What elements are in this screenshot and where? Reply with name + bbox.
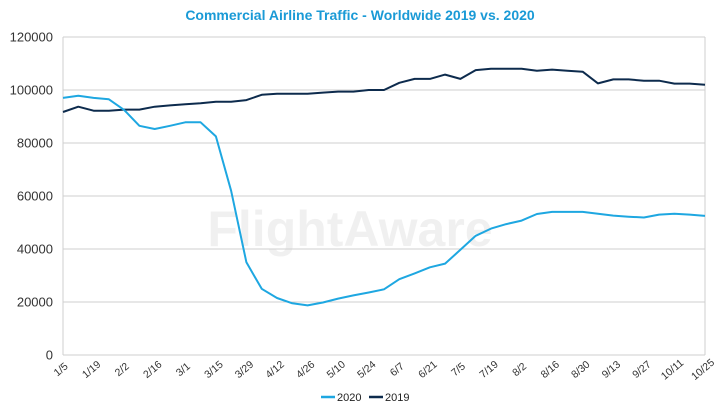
x-tick-label: 8/16: [539, 358, 562, 380]
x-tick-label: 3/29: [233, 358, 256, 380]
watermark-logo-text: FlightAware: [207, 201, 492, 257]
x-tick-label: 1/19: [80, 358, 103, 380]
y-tick-label: 60000: [17, 189, 53, 204]
x-tick-label: 5/10: [325, 358, 348, 380]
legend-label-2020: 2020: [337, 392, 361, 404]
x-tick-label: 10/25: [689, 357, 717, 383]
x-tick-label: 3/15: [202, 358, 225, 380]
x-tick-label: 2/16: [141, 358, 164, 380]
x-tick-label: 7/5: [449, 360, 468, 379]
y-tick-label: 20000: [17, 295, 53, 310]
x-axis: 1/5 1/19 2/2 2/16 3/1 3/15 3/29 4/12 4/26 5/10 5/2…: [52, 357, 717, 383]
x-tick-label: 8/30: [569, 358, 592, 380]
watermark: FlightAware: [207, 201, 492, 257]
x-tick-label: 3/1: [174, 360, 193, 379]
x-tick-label: 4/26: [294, 358, 317, 380]
x-tick-label: 6/7: [388, 360, 407, 379]
grid: [62, 36, 706, 356]
x-tick-label: 4/12: [263, 358, 286, 380]
y-tick-label: 0: [46, 348, 53, 363]
y-tick-label: 120000: [10, 30, 53, 45]
legend: 2020 2019: [321, 392, 409, 404]
x-tick-label: 5/24: [355, 358, 378, 380]
y-tick-label: 80000: [17, 136, 53, 151]
x-tick-label: 8/2: [510, 360, 529, 379]
x-tick-label: 1/5: [52, 360, 71, 379]
series-line-2019: [62, 67, 706, 113]
x-tick-label: 10/11: [659, 357, 686, 383]
y-tick-label: 100000: [10, 83, 53, 98]
x-tick-label: 9/13: [600, 358, 623, 380]
x-tick-label: 9/27: [630, 358, 653, 380]
x-tick-label: 2/2: [113, 360, 132, 379]
chart-title: Commercial Airline Traffic - Worldwide 2…: [185, 7, 535, 23]
x-tick-label: 7/19: [477, 358, 500, 380]
series-line-2020: [62, 94, 706, 307]
legend-label-2019: 2019: [385, 392, 409, 404]
x-tick-label: 6/21: [416, 358, 439, 380]
plot-series: [62, 67, 706, 307]
y-axis: 0 20000 40000 60000 80000 100000 120000: [10, 30, 53, 363]
y-tick-label: 40000: [17, 242, 53, 257]
